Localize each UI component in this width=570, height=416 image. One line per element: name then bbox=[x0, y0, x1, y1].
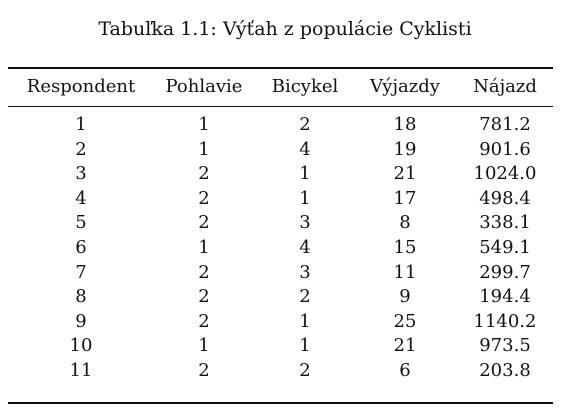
table-cell: 2 bbox=[198, 360, 210, 381]
table-cell: 2 bbox=[198, 310, 210, 332]
table-cell: 1 bbox=[299, 163, 311, 185]
table-cell: 4 bbox=[75, 187, 87, 209]
top-rule bbox=[8, 67, 553, 69]
table-cell: 1 bbox=[198, 335, 210, 357]
table-cell: 338.1 bbox=[479, 212, 531, 234]
table-cell: 781.2 bbox=[479, 114, 531, 135]
table-cell: 4 bbox=[299, 237, 311, 258]
table-cell: 3 bbox=[299, 212, 311, 234]
table-cell: 11 bbox=[69, 360, 93, 381]
table-cell: 1140.2 bbox=[473, 310, 537, 332]
table-cell: 2 bbox=[198, 163, 210, 185]
table-cell: 21 bbox=[393, 163, 417, 185]
table-cell: 25 bbox=[393, 310, 417, 332]
table-cell: 9 bbox=[399, 286, 411, 308]
table-cell: 8 bbox=[75, 286, 87, 308]
bottom-rule bbox=[8, 402, 553, 404]
column-header: Výjazdy bbox=[370, 76, 440, 97]
table-cell: 498.4 bbox=[479, 187, 531, 209]
table-cell: 21 bbox=[393, 335, 417, 357]
table-cell: 549.1 bbox=[479, 237, 531, 258]
table-cell: 2 bbox=[198, 261, 210, 283]
table-cell: 2 bbox=[75, 138, 87, 160]
table-cell: 3 bbox=[75, 163, 87, 185]
table-cell: 6 bbox=[75, 237, 87, 258]
table-cell: 19 bbox=[393, 138, 417, 160]
table-cell: 3 bbox=[299, 261, 311, 283]
table-cell: 15 bbox=[393, 237, 417, 258]
table-cell: 1 bbox=[198, 114, 210, 135]
table-cell: 2 bbox=[299, 360, 311, 381]
column-header: Respondent bbox=[26, 76, 136, 97]
table-cell: 1 bbox=[299, 335, 311, 357]
table-cell: 2 bbox=[198, 187, 210, 209]
table-cell: 2 bbox=[198, 286, 210, 308]
table-cell: 8 bbox=[399, 212, 411, 234]
table-cell: 1 bbox=[75, 114, 87, 135]
table-cell: 4 bbox=[299, 138, 311, 160]
table-cell: 1024.0 bbox=[473, 163, 537, 185]
table-cell: 1 bbox=[299, 187, 311, 209]
table-cell: 1 bbox=[198, 237, 210, 258]
column-header: Pohlavie bbox=[165, 76, 243, 97]
table-cell: 1 bbox=[198, 138, 210, 160]
column-header: Bicykel bbox=[271, 76, 339, 97]
table-cell: 901.6 bbox=[479, 138, 531, 160]
table-cell: 17 bbox=[393, 187, 417, 209]
table-cell: 5 bbox=[75, 212, 87, 234]
table-cell: 2 bbox=[299, 114, 311, 135]
table-cell: 6 bbox=[399, 360, 411, 381]
header-rule bbox=[8, 106, 553, 107]
column-header: Nájazd bbox=[473, 76, 537, 97]
table-cell: 203.8 bbox=[479, 360, 531, 381]
table-cell: 2 bbox=[198, 212, 210, 234]
table-cell: 973.5 bbox=[479, 335, 531, 357]
table-cell: 9 bbox=[75, 310, 87, 332]
table-cell: 11 bbox=[393, 261, 417, 283]
table-cell: 299.7 bbox=[479, 261, 531, 283]
table-cell: 7 bbox=[75, 261, 87, 283]
table-caption: Tabuľka 1.1: Výťah z populácie Cyklisti bbox=[98, 18, 472, 40]
table-cell: 2 bbox=[299, 286, 311, 308]
table-cell: 1 bbox=[299, 310, 311, 332]
table-cell: 194.4 bbox=[479, 286, 531, 308]
table-cell: 18 bbox=[393, 114, 417, 135]
table-cell: 10 bbox=[69, 335, 93, 357]
